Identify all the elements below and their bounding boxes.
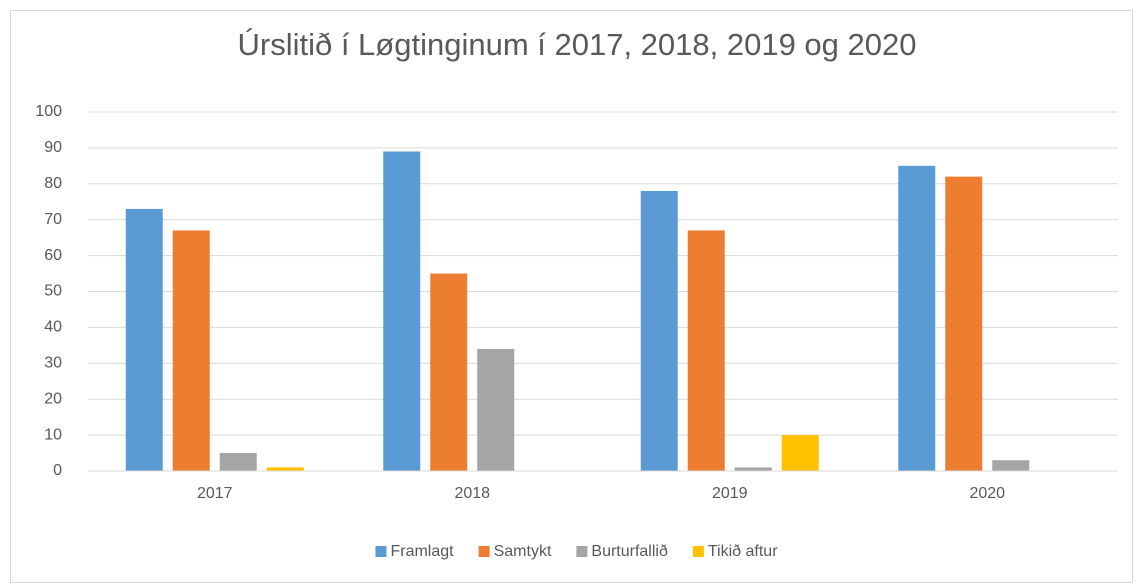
y-tick-label: 90 — [44, 139, 62, 156]
bar — [430, 273, 468, 471]
bar — [898, 165, 936, 471]
y-tick-label: 80 — [44, 175, 62, 192]
bar — [640, 190, 678, 472]
bar — [781, 435, 819, 471]
bar — [945, 176, 983, 471]
bar — [734, 467, 772, 471]
y-tick-label: 100 — [35, 103, 62, 120]
x-tick-label: 2017 — [197, 485, 233, 502]
x-tick-label: 2018 — [454, 485, 490, 502]
legend-label: Framlagt — [390, 543, 454, 560]
bar — [992, 460, 1030, 471]
y-tick-label: 70 — [44, 211, 62, 228]
bar — [219, 453, 257, 471]
y-tick-label: 30 — [44, 355, 62, 372]
legend-swatch — [375, 546, 387, 557]
legend-swatch — [478, 546, 490, 557]
y-tick-label: 40 — [44, 319, 62, 336]
bar — [687, 230, 725, 471]
bar — [266, 467, 304, 471]
legend-swatch — [576, 546, 588, 557]
x-tick-label: 2019 — [712, 485, 748, 502]
x-tick-label: 2020 — [969, 485, 1005, 502]
y-tick-label: 0 — [53, 462, 62, 479]
legend-swatch — [692, 546, 704, 557]
legend-label: Burturfallið — [591, 543, 668, 560]
y-tick-label: 60 — [44, 247, 62, 264]
bar — [172, 230, 210, 471]
bar — [125, 208, 163, 471]
legend-label: Samtykt — [494, 543, 552, 560]
y-tick-label: 20 — [44, 390, 62, 407]
y-tick-label: 10 — [44, 426, 62, 443]
y-tick-label: 50 — [44, 283, 62, 300]
chart-title: Úrslitið í Løgtinginum í 2017, 2018, 201… — [237, 27, 916, 62]
bar — [383, 151, 421, 472]
legend-label: Tikið aftur — [708, 543, 778, 560]
bar — [477, 348, 515, 471]
